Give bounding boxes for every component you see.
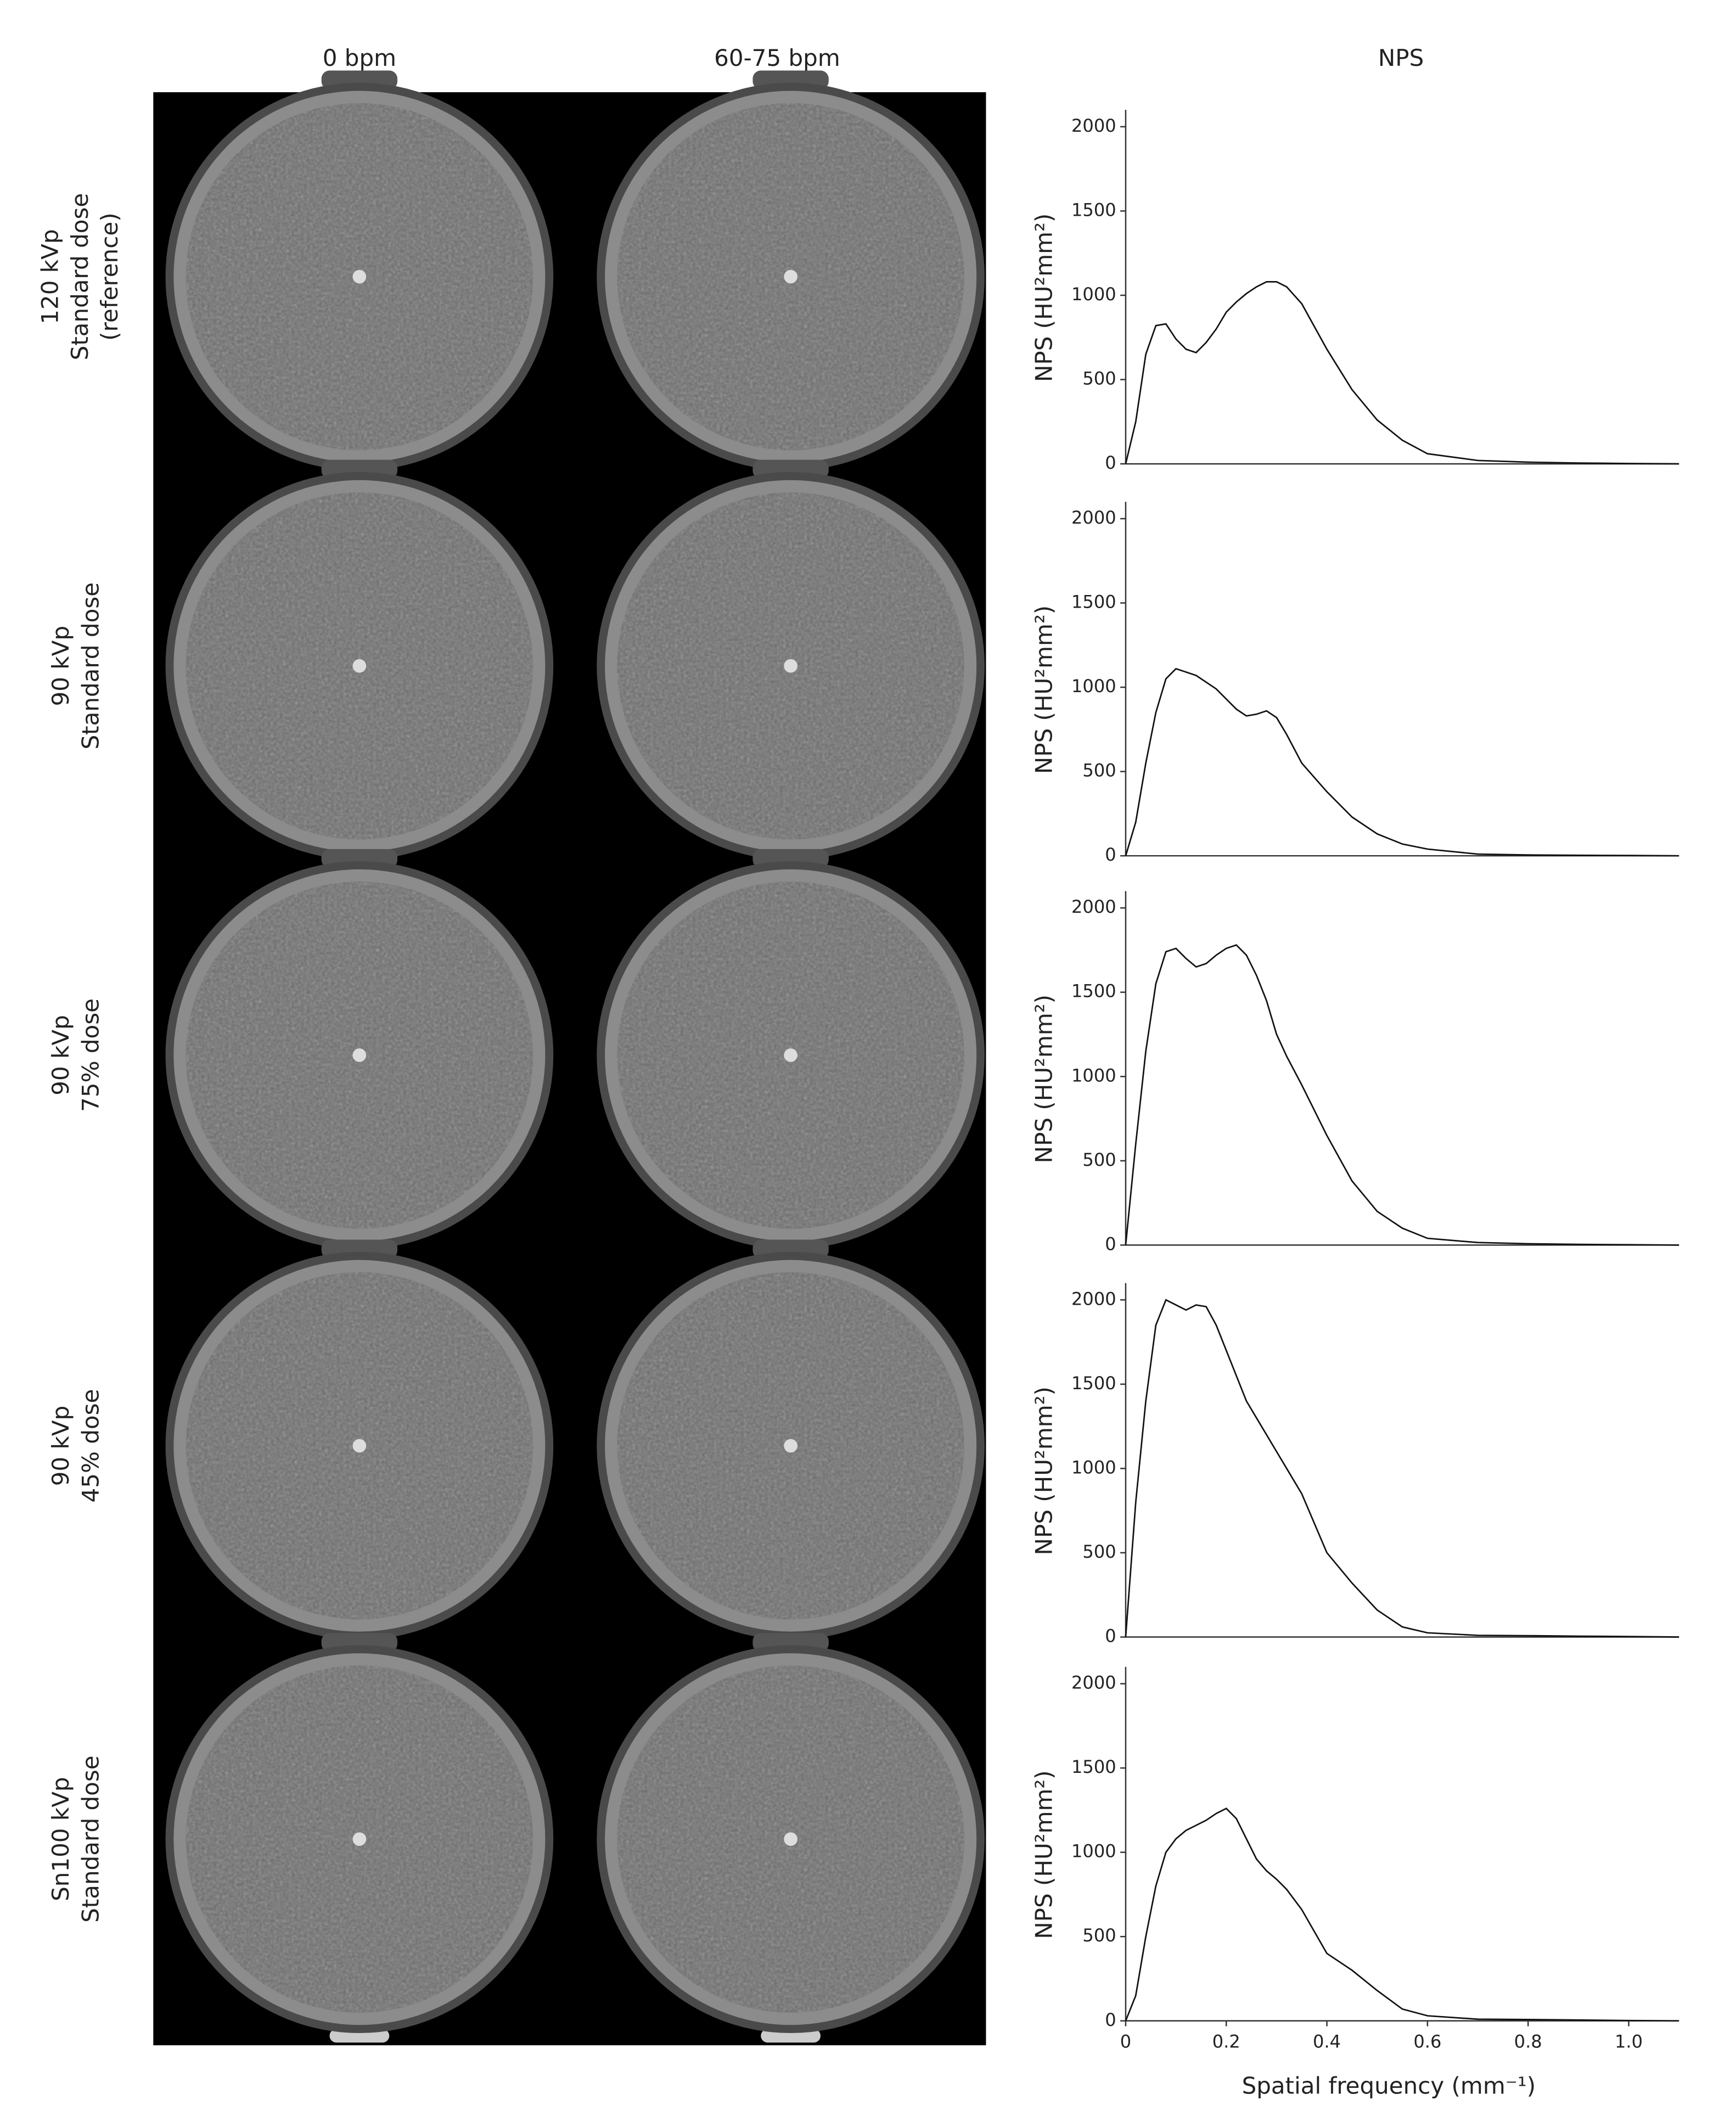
- phantom-insert: [352, 659, 367, 673]
- y-tick-label: 0: [1105, 2009, 1116, 2030]
- column-header: 0 bpm: [323, 44, 396, 71]
- y-tick-label: 1500: [1071, 1373, 1116, 1394]
- y-tick-label: 1000: [1071, 1065, 1116, 1086]
- x-tick-label: 0.6: [1413, 2031, 1441, 2052]
- row-label: Standard dose: [66, 193, 93, 360]
- column-header: NPS: [1378, 44, 1424, 71]
- y-tick-label: 1500: [1071, 199, 1116, 220]
- phantom-insert: [352, 269, 367, 284]
- x-tick-label: 0: [1120, 2031, 1131, 2052]
- row-label: 75% dose: [77, 998, 104, 1112]
- y-tick-label: 1500: [1071, 981, 1116, 1002]
- phantom-insert: [352, 1832, 367, 1846]
- nps-curve: [1125, 1299, 1679, 1638]
- y-tick-label: 500: [1082, 1149, 1116, 1170]
- nps-curve: [1125, 944, 1679, 1246]
- y-tick-label: 500: [1082, 1925, 1116, 1946]
- y-tick-label: 500: [1082, 368, 1116, 389]
- row-label: Standard dose: [77, 1755, 104, 1923]
- y-tick-label: 2000: [1071, 507, 1116, 528]
- row-label: Sn100 kVp: [47, 1777, 74, 1901]
- x-tick-label: 0.8: [1514, 2031, 1542, 2052]
- y-tick-label: 1000: [1071, 284, 1116, 305]
- row-label: 45% dose: [77, 1389, 104, 1503]
- x-tick-label: 0.2: [1212, 2031, 1240, 2052]
- y-tick-label: 1000: [1071, 676, 1116, 697]
- x-tick-label: 1.0: [1615, 2031, 1643, 2052]
- y-tick-label: 500: [1082, 1541, 1116, 1562]
- ct-images: [165, 70, 985, 2043]
- row-label: Standard dose: [77, 582, 104, 750]
- y-axis-label: NPS (HU²mm²): [1031, 214, 1058, 382]
- row-label: (reference): [96, 212, 123, 340]
- phantom-insert: [352, 1048, 367, 1062]
- row-label: 90 kVp: [47, 1015, 74, 1096]
- nps-curve: [1125, 667, 1679, 857]
- y-tick-label: 1000: [1071, 1457, 1116, 1478]
- phantom-insert: [784, 269, 798, 284]
- y-tick-label: 2000: [1071, 115, 1116, 136]
- row-label: 90 kVp: [47, 1406, 74, 1486]
- column-header: 60-75 bpm: [714, 44, 840, 71]
- phantom-insert: [352, 1439, 367, 1453]
- y-tick-label: 1500: [1071, 1756, 1116, 1777]
- nps-curve: [1125, 281, 1679, 465]
- y-tick-label: 500: [1082, 760, 1116, 781]
- nps-curve: [1125, 1807, 1679, 2022]
- x-axis-label: Spatial frequency (mm⁻¹): [1242, 2072, 1536, 2099]
- y-tick-label: 2000: [1071, 1288, 1116, 1309]
- y-tick-label: 1000: [1071, 1841, 1116, 1862]
- y-tick-label: 0: [1105, 452, 1116, 473]
- y-tick-label: 0: [1105, 1233, 1116, 1254]
- y-tick-label: 1500: [1071, 592, 1116, 613]
- x-tick-label: 0.4: [1313, 2031, 1341, 2052]
- y-tick-label: 2000: [1071, 1672, 1116, 1693]
- y-tick-label: 0: [1105, 1625, 1116, 1646]
- y-axis-label: NPS (HU²mm²): [1031, 605, 1058, 774]
- phantom-insert: [784, 1439, 798, 1453]
- y-axis-label: NPS (HU²mm²): [1031, 1770, 1058, 1939]
- y-axis-label: NPS (HU²mm²): [1031, 1386, 1058, 1555]
- phantom-insert: [784, 1832, 798, 1846]
- row-label: 120 kVp: [36, 229, 63, 324]
- phantom-insert: [784, 1048, 798, 1062]
- phantom-insert: [784, 659, 798, 673]
- y-tick-label: 0: [1105, 844, 1116, 865]
- y-tick-label: 2000: [1071, 896, 1116, 917]
- row-label: 90 kVp: [47, 626, 74, 706]
- y-axis-label: NPS (HU²mm²): [1031, 995, 1058, 1163]
